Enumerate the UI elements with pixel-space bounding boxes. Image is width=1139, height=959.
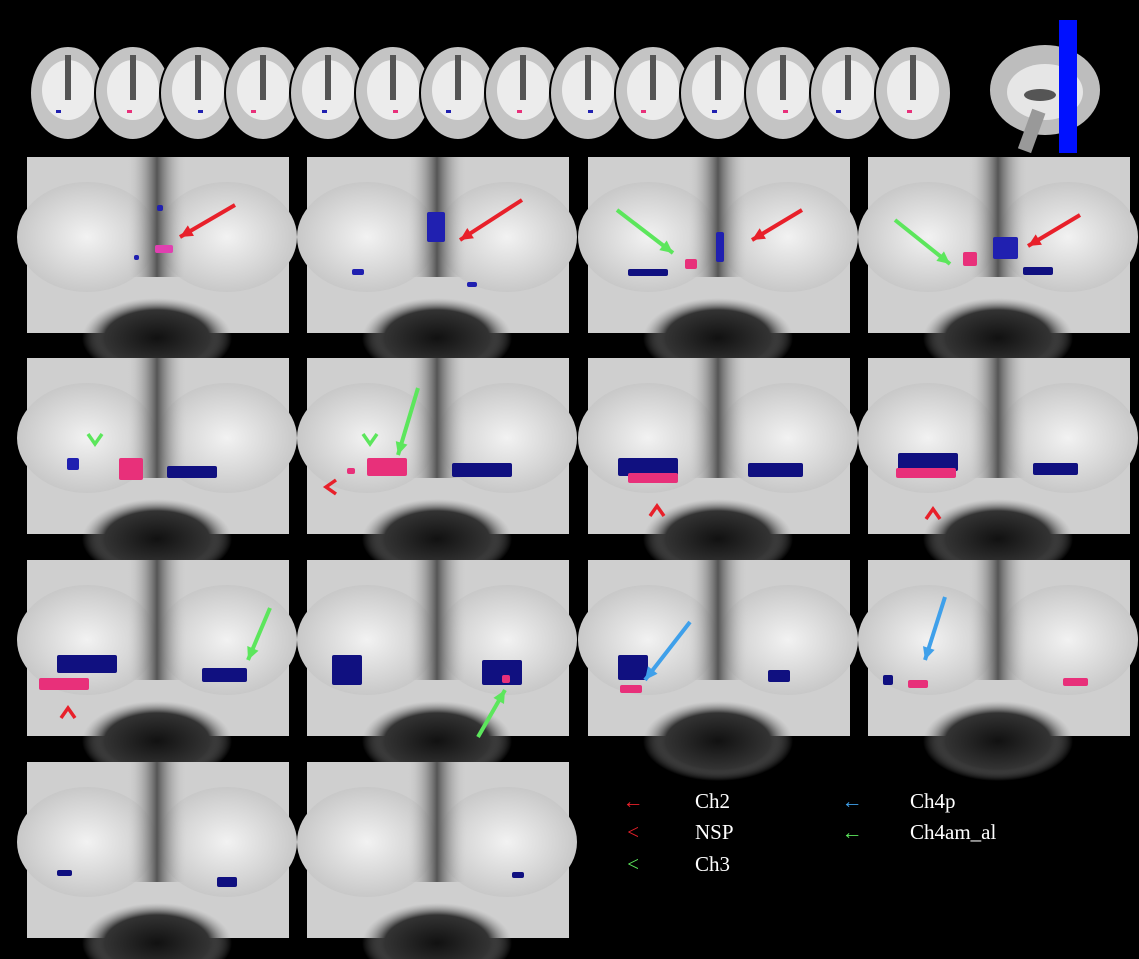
label-blob	[347, 468, 355, 474]
label-blob	[134, 255, 139, 260]
thumb-blob	[641, 110, 646, 113]
label-blob	[119, 458, 143, 480]
thumb-midline	[845, 55, 851, 100]
label-blob	[332, 655, 362, 685]
label-blob	[427, 212, 445, 242]
midline	[407, 358, 467, 478]
midline	[688, 560, 748, 680]
thumb-blob	[517, 110, 522, 113]
label-blob	[452, 463, 512, 477]
thumb-blob	[783, 110, 788, 113]
thumb-blob	[907, 110, 912, 113]
dark-base	[643, 701, 793, 781]
thumb-midline	[65, 55, 71, 100]
label-blob	[716, 232, 724, 262]
legend-label: Ch3	[695, 852, 730, 876]
label-blob	[883, 675, 893, 685]
legend-symbol: ←	[623, 789, 644, 813]
label-blob	[1063, 678, 1088, 686]
label-blob	[217, 877, 237, 887]
thumb-midline	[455, 55, 461, 100]
midline	[407, 560, 467, 680]
thumb-midline	[390, 55, 396, 100]
label-blob	[908, 680, 928, 688]
legend-symbol: <	[627, 820, 639, 844]
label-blob	[482, 660, 522, 685]
slice-range-bar	[1059, 20, 1077, 153]
legend-label: Ch2	[695, 789, 730, 813]
thumb-midline	[130, 55, 136, 100]
label-blob	[963, 252, 977, 266]
label-blob	[768, 670, 790, 682]
thumb-blob	[446, 110, 451, 113]
thumb-midline	[260, 55, 266, 100]
thumb-blob	[712, 110, 717, 113]
legend-label: Ch4am_al	[910, 820, 996, 844]
label-blob	[167, 466, 217, 478]
thumb-blob	[322, 110, 327, 113]
thumb-midline	[325, 55, 331, 100]
label-blob	[628, 473, 678, 483]
label-blob	[628, 269, 668, 276]
label-blob	[367, 458, 407, 476]
label-blob	[57, 870, 72, 876]
legend-symbol: ←	[842, 789, 863, 813]
thumb-blob	[56, 110, 61, 113]
thumb-midline	[780, 55, 786, 100]
legend-symbol: <	[627, 852, 639, 876]
legend-label: NSP	[695, 820, 734, 844]
thumb-midline	[195, 55, 201, 100]
label-blob	[512, 872, 524, 878]
midline	[127, 560, 187, 680]
thumb-blob	[836, 110, 841, 113]
label-blob	[993, 237, 1018, 259]
thumb-midline	[520, 55, 526, 100]
thumb-midline	[585, 55, 591, 100]
slice-panel	[17, 762, 297, 959]
thumb-midline	[715, 55, 721, 100]
thumb-blob	[198, 110, 203, 113]
thumb-blob	[393, 110, 398, 113]
midline	[968, 358, 1028, 478]
midline	[407, 762, 467, 882]
label-blob	[57, 655, 117, 673]
midline	[688, 358, 748, 478]
label-blob	[67, 458, 79, 470]
thumb-midline	[650, 55, 656, 100]
midline	[127, 762, 187, 882]
legend-symbol: ←	[842, 820, 863, 844]
dark-base	[923, 701, 1073, 781]
label-blob	[896, 468, 956, 478]
label-blob	[467, 282, 477, 287]
thumb-blob	[251, 110, 256, 113]
label-blob	[155, 245, 173, 253]
label-blob	[202, 668, 247, 682]
label-blob	[1033, 463, 1078, 475]
slice-panel	[297, 762, 577, 959]
label-blob	[748, 463, 803, 477]
thumb-midline	[910, 55, 916, 100]
thumb-blob	[127, 110, 132, 113]
label-blob	[39, 678, 89, 690]
legend-label: Ch4p	[910, 789, 956, 813]
thumb-blob	[588, 110, 593, 113]
label-blob	[618, 655, 648, 680]
label-blob	[685, 259, 697, 269]
label-blob	[157, 205, 163, 211]
label-blob	[502, 675, 510, 683]
figure: ← Ch2 < NSP < Ch3 ← Ch4p ← Ch4am_al	[0, 0, 1139, 959]
midline	[968, 560, 1028, 680]
label-blob	[352, 269, 364, 275]
label-blob	[1023, 267, 1053, 275]
label-blob	[620, 685, 642, 693]
